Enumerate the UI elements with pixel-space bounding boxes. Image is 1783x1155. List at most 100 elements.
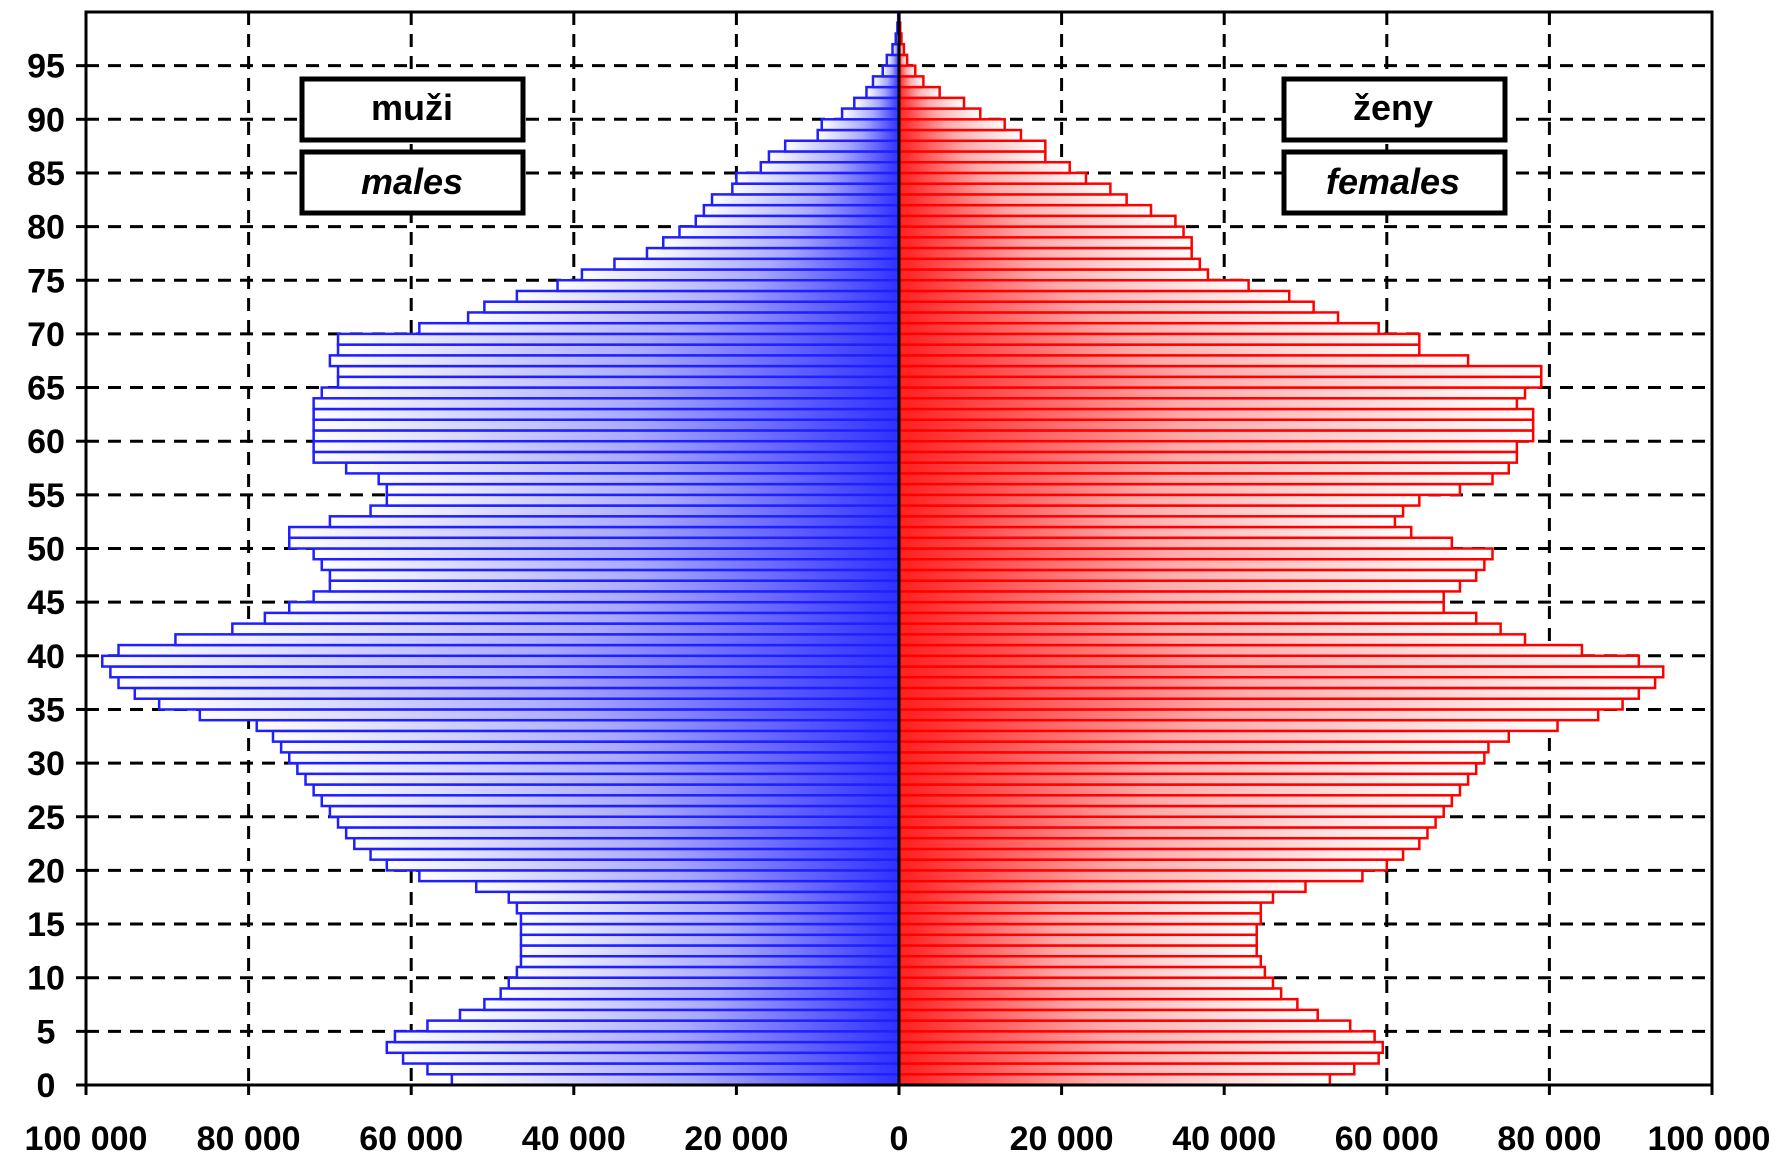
female-bar-age-45 [897, 590, 1445, 604]
female-bar-age-61 [897, 418, 1535, 432]
female-bar-age-55 [897, 482, 1462, 497]
male-bar-age-2 [401, 1051, 901, 1065]
male-bar-age-6 [458, 1008, 901, 1022]
male-bar-age-13 [519, 933, 901, 947]
male-bar-age-37 [117, 676, 901, 690]
female-bar-age-67 [897, 354, 1470, 368]
female-bar-age-82 [897, 193, 1128, 207]
female-bar-age-70 [897, 321, 1380, 336]
female-bar-age-63 [897, 397, 1519, 411]
age-tick-label-10: 10 [27, 960, 65, 998]
female-bar-age-5 [897, 1019, 1352, 1033]
female-bar-age-40 [897, 643, 1584, 658]
male-bar-age-45 [312, 590, 901, 604]
female-bar-age-65 [897, 375, 1543, 389]
female-bar-age-91 [897, 96, 966, 110]
male-bar-age-80 [694, 214, 901, 228]
male-bar-age-11 [519, 954, 901, 969]
female-bar-age-43 [897, 611, 1478, 625]
male-bar-age-46 [328, 579, 901, 593]
male-bar-age-56 [377, 472, 901, 486]
female-bar-age-12 [897, 944, 1258, 958]
female-bar-age-80 [897, 214, 1177, 228]
male-bar-age-70 [418, 321, 901, 336]
female-bar-age-71 [897, 311, 1340, 325]
male-bar-age-20 [385, 858, 901, 872]
female-bar-age-59 [897, 439, 1519, 454]
age-tick-label-25: 25 [27, 799, 65, 837]
female-bar-age-28 [897, 772, 1470, 786]
x-tick-label-10: 100 000 [1648, 1120, 1771, 1155]
x-tick-label-6: 20 000 [1010, 1120, 1114, 1155]
male-bar-age-22 [353, 836, 901, 851]
male-bar-age-47 [328, 568, 901, 582]
female-bar-age-88 [897, 128, 1023, 143]
female-bar-age-94 [897, 64, 917, 78]
female-bar-age-78 [897, 236, 1193, 250]
female-bar-age-47 [897, 568, 1478, 582]
female-bar-age-57 [897, 461, 1510, 475]
male-bar-age-44 [288, 600, 901, 615]
female-bar-age-46 [897, 579, 1462, 593]
male-bar-age-31 [279, 740, 901, 754]
male-bar-age-72 [483, 300, 901, 314]
female-bar-age-14 [897, 922, 1258, 937]
female-bar-age-68 [897, 343, 1421, 357]
female-bar-age-44 [897, 600, 1445, 615]
axes [76, 10, 1714, 1095]
female-bar-age-3 [897, 1040, 1384, 1055]
age-tick-label-85: 85 [27, 155, 65, 193]
female-bar-age-20 [897, 858, 1389, 872]
female-bar-age-9 [897, 976, 1275, 990]
female-bar-age-77 [897, 246, 1193, 261]
male-bar-age-12 [519, 944, 901, 958]
male-bar-age-27 [312, 783, 901, 797]
male-bar-age-5 [426, 1019, 901, 1033]
female-bar-age-58 [897, 450, 1519, 464]
legend-males: muži males [299, 76, 526, 216]
male-bar-age-68 [336, 343, 901, 357]
age-tick-label-50: 50 [27, 531, 65, 569]
age-tick-label-90: 90 [27, 101, 65, 139]
female-bar-age-92 [897, 85, 941, 100]
female-bar-age-0 [897, 1073, 1332, 1087]
age-tick-label-35: 35 [27, 691, 65, 729]
male-bar-age-34 [198, 708, 901, 722]
x-tick-label-9: 80 000 [1497, 1120, 1601, 1155]
male-bar-age-15 [519, 912, 901, 926]
female-bar-age-56 [897, 472, 1494, 486]
male-bar-age-67 [328, 354, 901, 368]
age-tick-label-30: 30 [27, 745, 65, 783]
male-bar-age-1 [426, 1062, 901, 1076]
male-bar-age-4 [393, 1030, 901, 1044]
female-bar-age-32 [897, 729, 1510, 743]
male-bar-age-87 [783, 139, 901, 153]
female-bar-age-51 [897, 525, 1413, 540]
legend-males-label-en: males [361, 161, 463, 202]
female-bar-age-7 [897, 997, 1299, 1012]
male-bar-age-65 [336, 375, 901, 389]
female-bar-age-21 [897, 847, 1405, 861]
female-bar-age-13 [897, 933, 1258, 947]
male-bar-age-71 [466, 311, 901, 325]
female-bar-age-83 [897, 182, 1112, 196]
female-bar-age-30 [897, 751, 1486, 765]
female-bar-age-11 [897, 954, 1263, 969]
female-bar-age-66 [897, 364, 1543, 379]
male-bar-age-93 [871, 75, 901, 89]
male-bar-age-95 [885, 53, 901, 67]
age-tick-label-20: 20 [27, 852, 65, 890]
female-bar-age-60 [897, 429, 1535, 443]
female-bar-age-2 [897, 1051, 1380, 1065]
female-bar-age-39 [897, 654, 1641, 668]
x-tick-label-5: 0 [890, 1120, 909, 1155]
male-bar-age-23 [344, 826, 901, 840]
female-bar-age-8 [897, 987, 1283, 1001]
male-bar-age-18 [474, 879, 901, 894]
female-bar-age-16 [897, 901, 1263, 915]
male-bar-age-29 [296, 761, 901, 776]
male-bar-age-73 [515, 289, 901, 303]
legend-females-label-en: females [1326, 161, 1460, 202]
male-bar-age-50 [288, 536, 901, 550]
male-bar-age-53 [369, 504, 901, 518]
